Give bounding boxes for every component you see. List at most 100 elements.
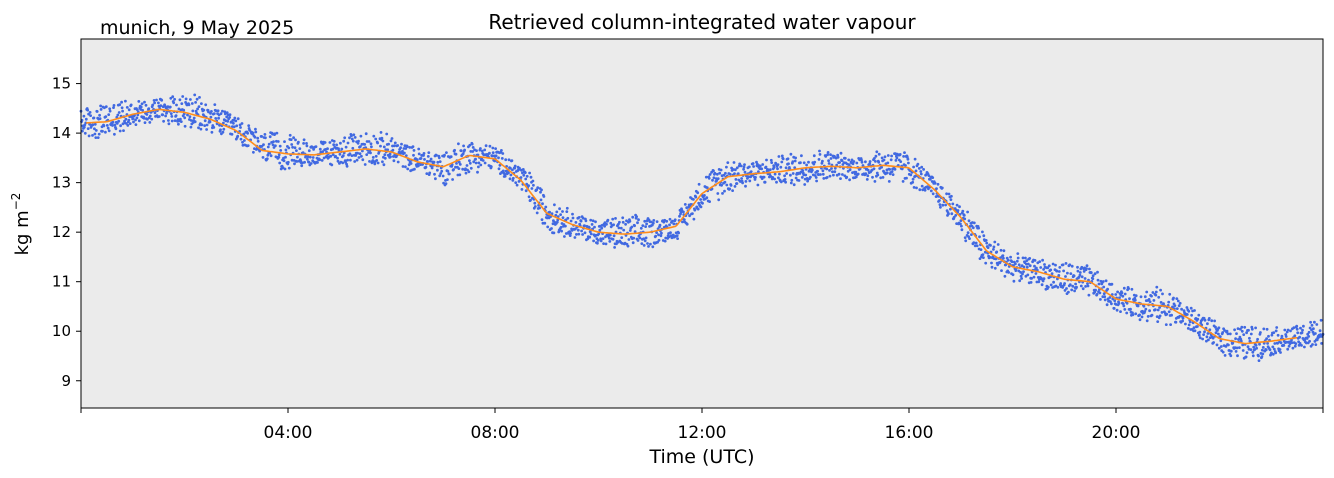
observation-point (638, 236, 642, 240)
observation-point (376, 141, 379, 145)
observation-point (1041, 258, 1044, 262)
observation-point (1247, 328, 1250, 332)
observation-point (261, 156, 265, 159)
observation-point (1212, 341, 1215, 344)
observation-point (527, 184, 530, 188)
observation-point (1178, 314, 1182, 318)
observation-point (540, 218, 544, 222)
observation-point (1286, 328, 1290, 332)
observation-point (866, 168, 870, 172)
observation-point (726, 161, 730, 165)
observation-point (757, 170, 760, 174)
observation-point (524, 189, 528, 193)
observation-point (1224, 345, 1228, 348)
observation-point (388, 152, 392, 156)
observation-point (447, 172, 451, 176)
observation-point (330, 163, 334, 167)
observation-point (195, 97, 199, 101)
observation-point (263, 133, 267, 136)
observation-point (114, 127, 118, 131)
observation-point (707, 176, 711, 180)
observation-point (140, 102, 144, 106)
observation-point (923, 188, 927, 192)
y-tick-label: 12 (52, 223, 71, 241)
observation-point (1165, 312, 1169, 316)
observation-point (856, 172, 860, 176)
observation-point (1146, 315, 1150, 318)
observation-point (621, 216, 625, 220)
observation-point (311, 156, 315, 159)
observation-point (1128, 297, 1131, 300)
observation-point (1063, 282, 1066, 285)
observation-point (331, 153, 335, 157)
observation-point (1125, 311, 1129, 315)
observation-point (1103, 298, 1107, 302)
observation-point (1238, 335, 1242, 339)
observation-point (179, 120, 183, 123)
observation-point (827, 159, 830, 163)
observation-point (1134, 312, 1138, 316)
observation-point (1129, 307, 1132, 311)
observation-point (218, 123, 221, 127)
observation-point (252, 150, 255, 154)
observation-point (1038, 260, 1042, 263)
observation-point (475, 149, 478, 153)
observation-point (497, 167, 501, 171)
observation-point (693, 208, 697, 212)
observation-point (468, 159, 471, 163)
observation-point (592, 239, 595, 243)
observation-point (1155, 285, 1159, 289)
observation-point (956, 209, 960, 212)
observation-point (984, 261, 988, 265)
observation-point (302, 142, 305, 145)
observation-point (1091, 274, 1095, 278)
observation-point (620, 236, 624, 240)
observation-point (665, 219, 669, 223)
observation-point (864, 160, 867, 164)
observation-point (200, 102, 203, 105)
observation-point (254, 130, 258, 134)
observation-point (1089, 271, 1093, 275)
observation-point (655, 220, 659, 224)
observation-point (1153, 308, 1157, 312)
observation-point (174, 114, 178, 117)
observation-point (1236, 327, 1240, 330)
observation-point (725, 183, 729, 187)
observation-point (1296, 331, 1300, 335)
observation-point (148, 114, 152, 118)
observation-point (1083, 277, 1087, 280)
observation-point (247, 124, 251, 127)
plot-area (81, 39, 1323, 408)
observation-point (1233, 328, 1236, 332)
observation-point (1305, 337, 1309, 340)
observation-point (453, 148, 456, 152)
observation-point (840, 159, 844, 163)
observation-point (1085, 267, 1088, 270)
observation-point (1052, 280, 1055, 284)
observation-point (457, 160, 461, 164)
observation-point (912, 186, 916, 189)
observation-point (295, 149, 298, 153)
observation-point (1275, 326, 1279, 329)
observation-point (145, 113, 149, 116)
y-tick-label: 10 (52, 322, 71, 340)
observation-point (118, 103, 122, 107)
observation-point (370, 145, 373, 149)
observation-point (826, 151, 830, 154)
observation-point (84, 117, 88, 121)
observation-point (640, 242, 644, 246)
observation-point (654, 234, 658, 238)
observation-point (655, 231, 658, 235)
observation-point (825, 176, 829, 179)
observation-point (734, 168, 737, 172)
observation-point (1024, 256, 1027, 260)
observation-point (963, 217, 967, 221)
observation-point (643, 219, 647, 223)
observation-point (588, 235, 592, 239)
observation-point (604, 242, 608, 246)
observation-point (734, 178, 738, 181)
observation-point (1177, 304, 1181, 308)
observation-point (1058, 266, 1062, 269)
observation-point (501, 152, 505, 155)
observation-point (1032, 275, 1036, 279)
